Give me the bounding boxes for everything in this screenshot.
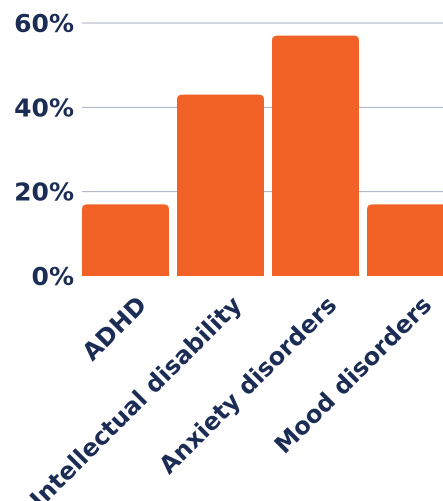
bar-mood-disorders [367, 204, 443, 276]
bar-anxiety-disorders [272, 35, 359, 277]
x-category-label: ADHD [77, 291, 152, 366]
y-tick-label: 20% [14, 178, 74, 207]
y-tick-label: 60% [14, 9, 74, 38]
bar-adhd [82, 204, 169, 276]
y-tick-label: 40% [14, 93, 74, 122]
x-category-label: Anxiety disorders [154, 291, 343, 480]
bar-intellectual-disability [177, 94, 264, 276]
y-tick-label: 0% [32, 262, 74, 291]
bars [82, 35, 443, 277]
y-axis-tick-labels: 0% 20% 40% 60% [14, 9, 74, 291]
x-category-label: Mood disorders [269, 291, 437, 459]
